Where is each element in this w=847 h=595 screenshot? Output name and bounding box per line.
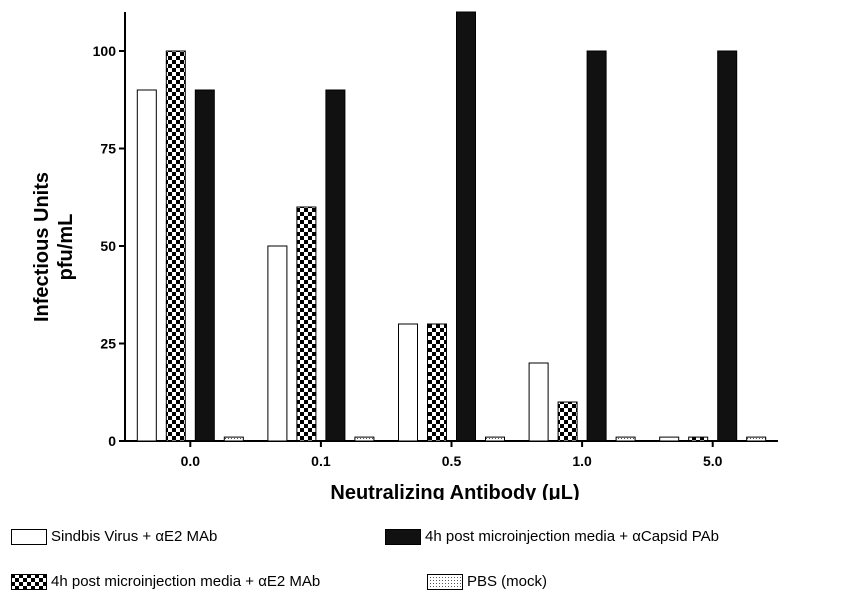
y-tick-label: 0: [108, 433, 116, 449]
legend-swatch-checker: [11, 573, 47, 590]
x-axis-label: Neutralizing Antibody (μL): [330, 482, 579, 500]
legend-item-media-e2: 4h post microinjection media + αE2 MAb: [11, 573, 320, 590]
legend-item-media-capsid: 4h post microinjection media + αCapsid P…: [385, 528, 719, 545]
bar-chart: 0 25 50 75 100 0.0 0.1 0.5 1.0 5.0 Neutralizing A…: [31, 11, 778, 500]
bar: [615, 436, 636, 442]
legend-item-sindbis: Sindbis Virus + αE2 MAb: [11, 528, 217, 545]
legend-item-pbs: PBS (mock): [427, 573, 547, 590]
bar: [325, 89, 346, 442]
bars: [136, 11, 767, 442]
bar: [586, 50, 607, 442]
bar: [165, 50, 186, 442]
bar: [456, 11, 476, 442]
bar: [398, 323, 418, 442]
bar: [194, 89, 215, 442]
x-tick-label: 0.1: [311, 453, 331, 469]
bar: [746, 436, 767, 442]
x-tick-label: 5.0: [703, 453, 723, 469]
tick-labels: 0 25 50 75 100 0.0 0.1 0.5 1.0 5.0: [93, 43, 723, 469]
y-tick-label: 50: [100, 238, 116, 254]
bar: [136, 89, 157, 442]
y-tick-label: 100: [93, 43, 117, 59]
bar: [485, 436, 505, 442]
x-tick-label: 1.0: [572, 453, 592, 469]
bar: [354, 436, 375, 442]
bar: [427, 323, 447, 442]
bar: [688, 436, 709, 442]
legend-label-media-e2: 4h post microinjection media + αE2 MAb: [51, 573, 321, 590]
axes: [119, 12, 778, 447]
bar: [296, 206, 317, 442]
y-axis-label-line2: pfu/mL: [55, 214, 77, 281]
legend-label-pbs: PBS (mock): [467, 573, 548, 590]
y-tick-label: 25: [100, 336, 116, 352]
bar: [659, 436, 680, 442]
x-tick-label: 0.0: [181, 453, 201, 469]
bar: [528, 362, 549, 442]
legend-swatch-dots: [427, 573, 463, 590]
y-axis-label-line1: Infectious Units: [31, 172, 53, 322]
legend-label-media-capsid: 4h post microinjection media + αCapsid P…: [425, 528, 719, 545]
bar: [557, 401, 578, 442]
y-tick-label: 75: [100, 141, 116, 157]
legend-swatch-white: [11, 528, 47, 545]
legend-label-sindbis: Sindbis Virus + αE2 MAb: [51, 528, 218, 545]
legend-swatch-black: [385, 528, 421, 545]
x-tick-label: 0.5: [442, 453, 462, 469]
bar: [717, 50, 738, 442]
bar: [223, 436, 244, 442]
bar: [267, 245, 288, 442]
